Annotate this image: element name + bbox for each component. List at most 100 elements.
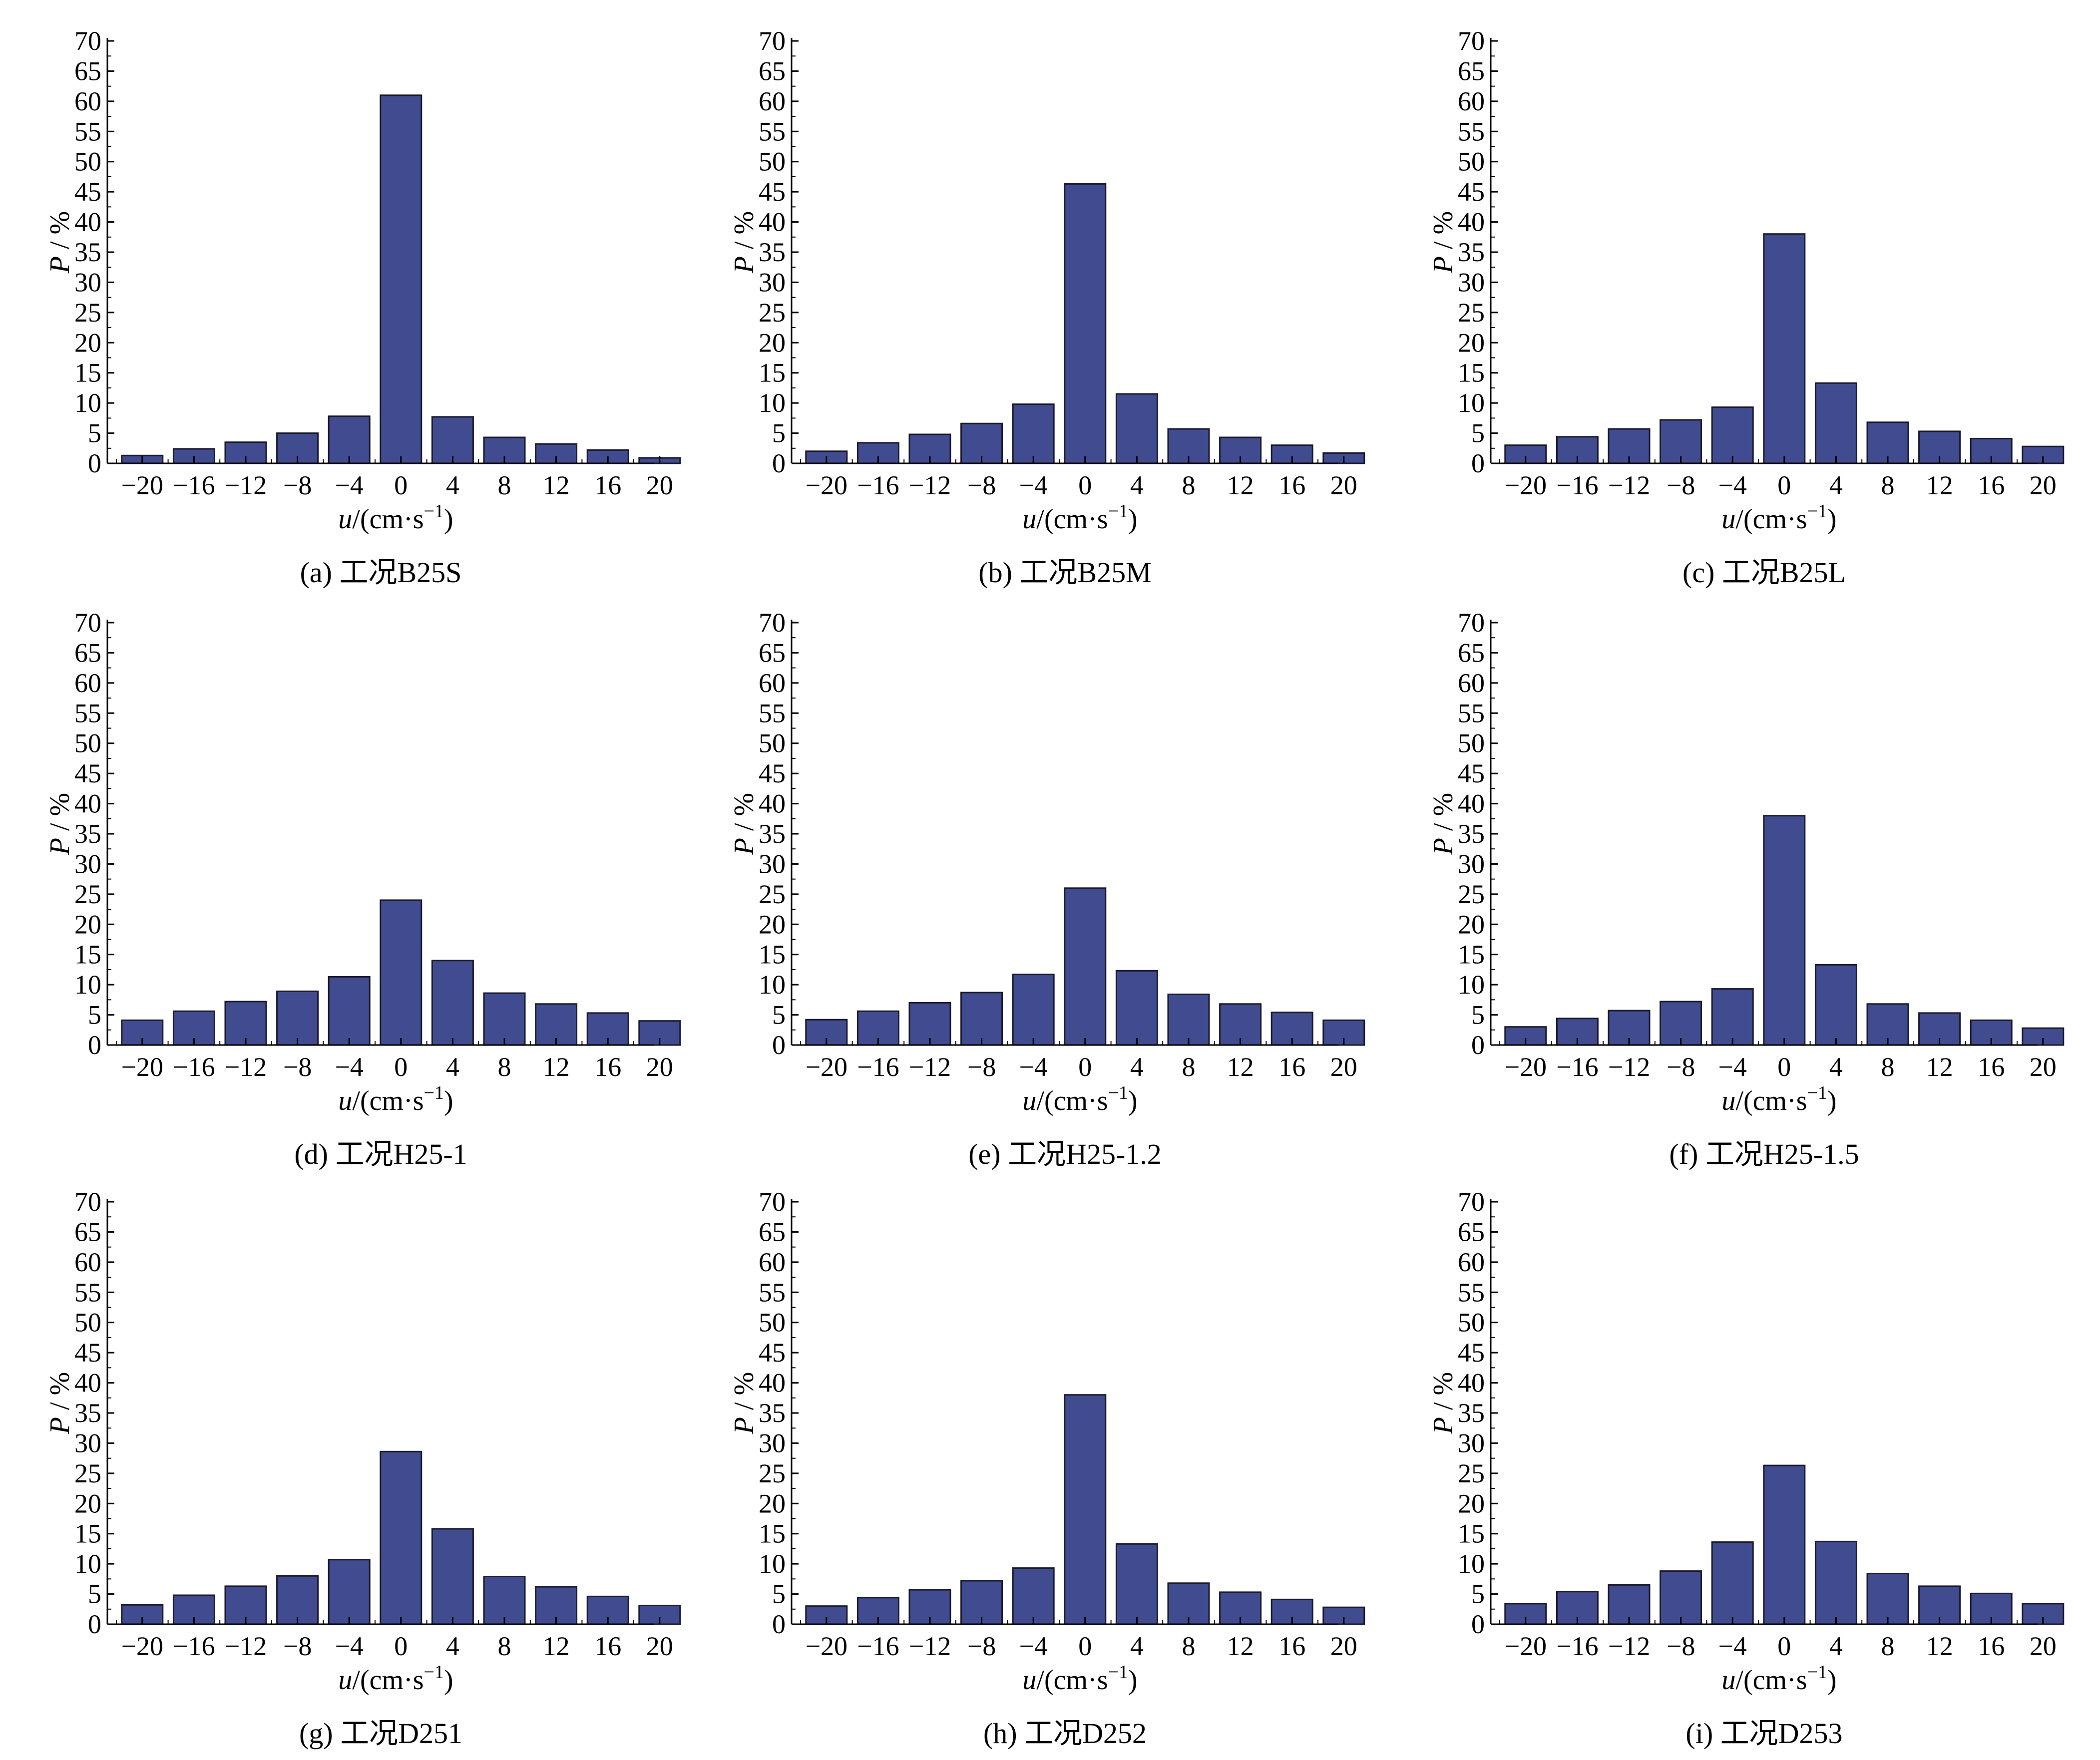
y-tick-label: 65 [74, 1217, 101, 1247]
bar [380, 94, 422, 464]
bar [1763, 233, 1806, 464]
x-tick-label: −4 [335, 470, 363, 500]
x-tick-label: −12 [909, 1052, 951, 1082]
y-tick-label: 25 [1458, 1458, 1485, 1488]
x-tick-label: −20 [121, 470, 163, 500]
bar [276, 990, 319, 1046]
y-axis-label: P / % [44, 793, 75, 855]
x-tick-label: 0 [1078, 470, 1092, 500]
bar [380, 1450, 422, 1625]
y-tick-label: 45 [74, 177, 101, 207]
y-tick-label: 15 [74, 940, 101, 970]
y-tick-label: 15 [74, 358, 101, 388]
x-tick-label: 12 [1227, 1631, 1254, 1661]
y-tick-label: 10 [74, 388, 101, 418]
y-tick-label: 40 [74, 789, 101, 819]
x-tick-label: −20 [121, 1052, 163, 1082]
x-tick-label: 12 [543, 1631, 570, 1661]
x-tick-label: −8 [283, 1631, 312, 1661]
bar [328, 415, 371, 464]
x-tick-label: −20 [1505, 1052, 1547, 1082]
x-tick-label: −8 [1667, 1052, 1695, 1082]
x-tick-label: 12 [543, 1052, 570, 1082]
y-tick-label: 35 [759, 819, 786, 849]
y-tick-label: 5 [1471, 418, 1485, 448]
panel-caption: (b) 工况B25M [978, 556, 1151, 589]
bar [1814, 1540, 1857, 1625]
x-tick-label: 4 [1130, 470, 1144, 500]
y-tick-label: 60 [1458, 1247, 1485, 1277]
y-tick-label: 20 [74, 328, 101, 357]
y-tick-label: 45 [1458, 177, 1485, 207]
y-tick-label: 70 [759, 1187, 786, 1217]
bar [1660, 1570, 1702, 1625]
y-tick-label: 0 [1471, 448, 1485, 478]
x-tick-label: 8 [498, 470, 511, 500]
y-tick-label: 15 [759, 940, 786, 970]
bar [328, 1559, 371, 1625]
y-tick-label: 50 [759, 728, 786, 758]
y-tick-label: 5 [88, 1000, 101, 1030]
y-tick-label: 20 [74, 909, 101, 939]
bar [1814, 964, 1857, 1046]
y-axis-label: P / % [1428, 1372, 1459, 1434]
x-tick-label: 16 [1278, 1631, 1305, 1661]
y-tick-label: 60 [759, 86, 786, 116]
bar [1012, 974, 1055, 1046]
y-tick-label: 60 [74, 86, 101, 116]
y-tick-label: 25 [1458, 879, 1485, 909]
y-tick-label: 60 [759, 1247, 786, 1277]
y-axis-label: P / % [729, 1372, 760, 1434]
y-tick-label: 70 [759, 26, 786, 56]
bar [1167, 994, 1210, 1046]
x-tick-label: −4 [335, 1052, 363, 1082]
y-tick-label: 55 [74, 698, 101, 728]
x-tick-label: −16 [173, 470, 215, 500]
x-tick-label: 12 [1926, 1052, 1953, 1082]
y-tick-label: 5 [772, 1579, 786, 1609]
x-tick-label: 12 [1227, 1052, 1254, 1082]
x-tick-label: 8 [1881, 1631, 1895, 1661]
y-tick-label: 15 [759, 358, 786, 388]
bar [586, 1012, 629, 1046]
x-axis-label: u/(cm·s−1) [338, 501, 453, 535]
chart-panel: 0 5 10 15 20 25 30 35 40 45 50 55 60 65 70 −20 −16 −12 −8−… [40, 20, 739, 599]
y-tick-label: 60 [74, 1247, 101, 1277]
y-tick-label: 50 [1458, 147, 1485, 177]
y-tick-label: 60 [1458, 668, 1485, 698]
x-tick-label: 4 [1829, 470, 1843, 500]
x-tick-label: −16 [857, 470, 899, 500]
y-tick-label: 50 [74, 1308, 101, 1338]
chart-panel: 0 5 10 15 20 25 30 35 40 45 50 55 60 65 70 −20 −16 −12 −8−… [724, 1181, 1423, 1760]
x-tick-label: 16 [1978, 1052, 2005, 1082]
x-tick-label: 20 [2030, 1052, 2057, 1082]
x-tick-label: 8 [1881, 470, 1895, 500]
x-tick-label: 0 [394, 1631, 408, 1661]
bar [431, 1528, 474, 1625]
y-tick-label: 70 [1458, 1187, 1485, 1217]
y-tick-label: 25 [74, 298, 101, 328]
bar [1504, 1603, 1547, 1625]
panel-caption: (d) 工况H25-1 [294, 1138, 467, 1170]
y-tick-label: 50 [74, 147, 101, 177]
x-tick-label: −20 [121, 1631, 163, 1661]
x-tick-label: 0 [1078, 1052, 1092, 1082]
bar [1814, 382, 1857, 464]
x-tick-label: −4 [1019, 470, 1047, 500]
y-tick-label: 45 [74, 1338, 101, 1368]
y-tick-label: 40 [74, 207, 101, 237]
x-tick-label: 4 [446, 1052, 459, 1082]
y-tick-label: 55 [1458, 1277, 1485, 1307]
x-tick-label: 12 [1926, 1631, 1953, 1661]
x-tick-label: 20 [2030, 470, 2057, 500]
bar [1763, 1464, 1806, 1625]
y-tick-label: 30 [74, 1428, 101, 1458]
x-tick-label: −8 [283, 1052, 312, 1082]
y-tick-label: 45 [74, 758, 101, 788]
y-tick-label: 45 [759, 758, 786, 788]
x-tick-label: 8 [1881, 1052, 1895, 1082]
y-tick-label: 45 [1458, 1338, 1485, 1368]
